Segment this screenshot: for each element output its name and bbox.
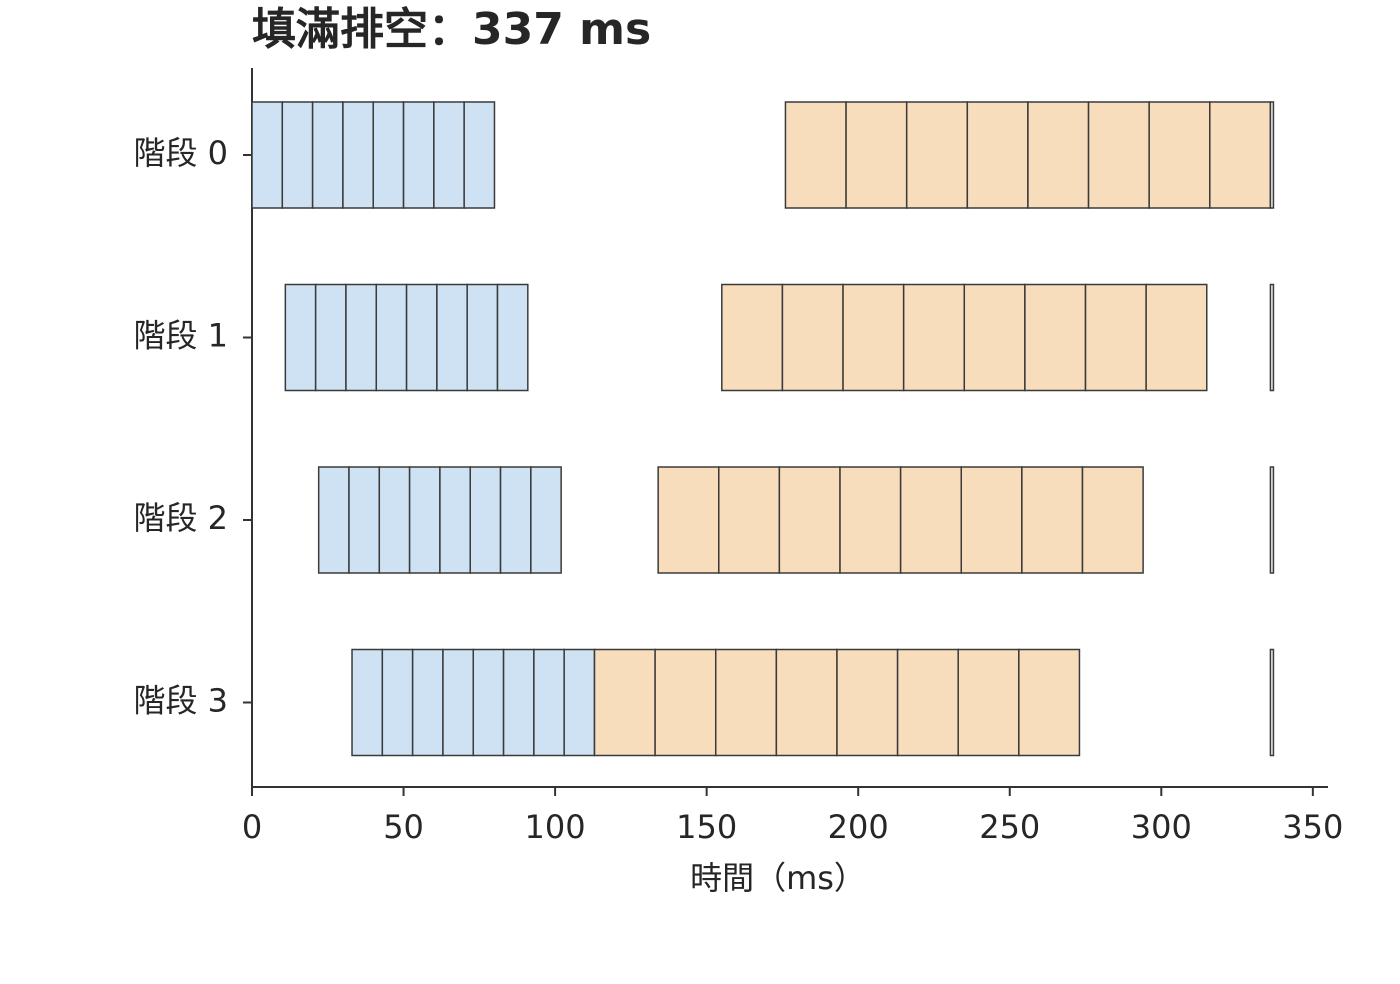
x-tick-label: 300 [1131,808,1192,846]
update-block [1269,101,1275,209]
update-block [1269,466,1275,574]
forward-block [469,466,502,574]
forward-block [499,466,532,574]
backward-block [781,283,844,392]
backward-block [902,283,966,392]
forward-block [436,283,468,392]
x-tick-label: 250 [979,808,1040,846]
backward-block [775,648,838,757]
update-block [1269,283,1275,392]
backward-block [654,648,717,757]
x-axis-label: 時間（ms） [690,859,866,897]
backward-block [721,283,784,392]
backward-block [1148,101,1211,209]
backward-block [1024,283,1087,392]
y-tick-label: 階段 1 [133,317,228,355]
x-tick-label: 350 [1282,808,1343,846]
forward-block [284,283,317,392]
forward-block [439,466,471,574]
backward-block [966,101,1029,209]
forward-block [472,648,505,757]
backward-block [957,648,1020,757]
forward-block [563,648,596,757]
backward-block [784,101,847,209]
forward-block [502,648,535,757]
forward-block [408,466,441,574]
backward-block [1209,101,1272,209]
y-tick-label: 階段 3 [133,682,228,720]
backward-block [718,466,781,574]
forward-block [342,101,374,209]
forward-block [442,648,475,757]
forward-block [251,101,284,209]
backward-block [1021,466,1084,574]
backward-block [1081,466,1144,574]
update-block [1269,648,1275,757]
forward-block [351,648,384,757]
backward-block [1018,648,1081,757]
backward-block [1084,283,1147,392]
backward-block [593,648,656,757]
x-tick-label: 100 [525,808,586,846]
forward-block [378,466,411,574]
x-tick-label: 0 [242,808,262,846]
forward-block [463,101,496,209]
backward-block [657,466,720,574]
forward-block [375,283,408,392]
x-tick-label: 150 [676,808,737,846]
backward-block [1027,101,1090,209]
backward-block [1145,283,1208,392]
backward-block [839,466,902,574]
forward-block [530,466,562,574]
forward-block [372,101,405,209]
backward-block [845,101,908,209]
backward-block [899,466,963,574]
forward-block [314,283,347,392]
backward-block [714,648,778,757]
forward-block [348,466,381,574]
backward-block [1087,101,1150,209]
backward-block [842,283,905,392]
chart-title: 填滿排空：337 ms [252,4,651,55]
x-tick-label: 50 [383,808,424,846]
forward-block [345,283,378,392]
forward-block [317,466,350,574]
forward-block [405,283,438,392]
y-tick-label: 階段 0 [133,134,228,172]
backward-block [836,648,899,757]
forward-block [496,283,529,392]
backward-block [960,466,1023,574]
forward-block [533,648,565,757]
backward-block [896,648,959,757]
forward-block [281,101,314,209]
forward-block [411,648,444,757]
backward-block [963,283,1026,392]
backward-block [778,466,841,574]
forward-block [433,101,465,209]
x-tick-label: 200 [828,808,889,846]
forward-block [381,648,414,757]
backward-block [905,101,969,209]
forward-block [311,101,344,209]
forward-block [466,283,499,392]
forward-block [402,101,435,209]
y-tick-label: 階段 2 [133,499,228,537]
